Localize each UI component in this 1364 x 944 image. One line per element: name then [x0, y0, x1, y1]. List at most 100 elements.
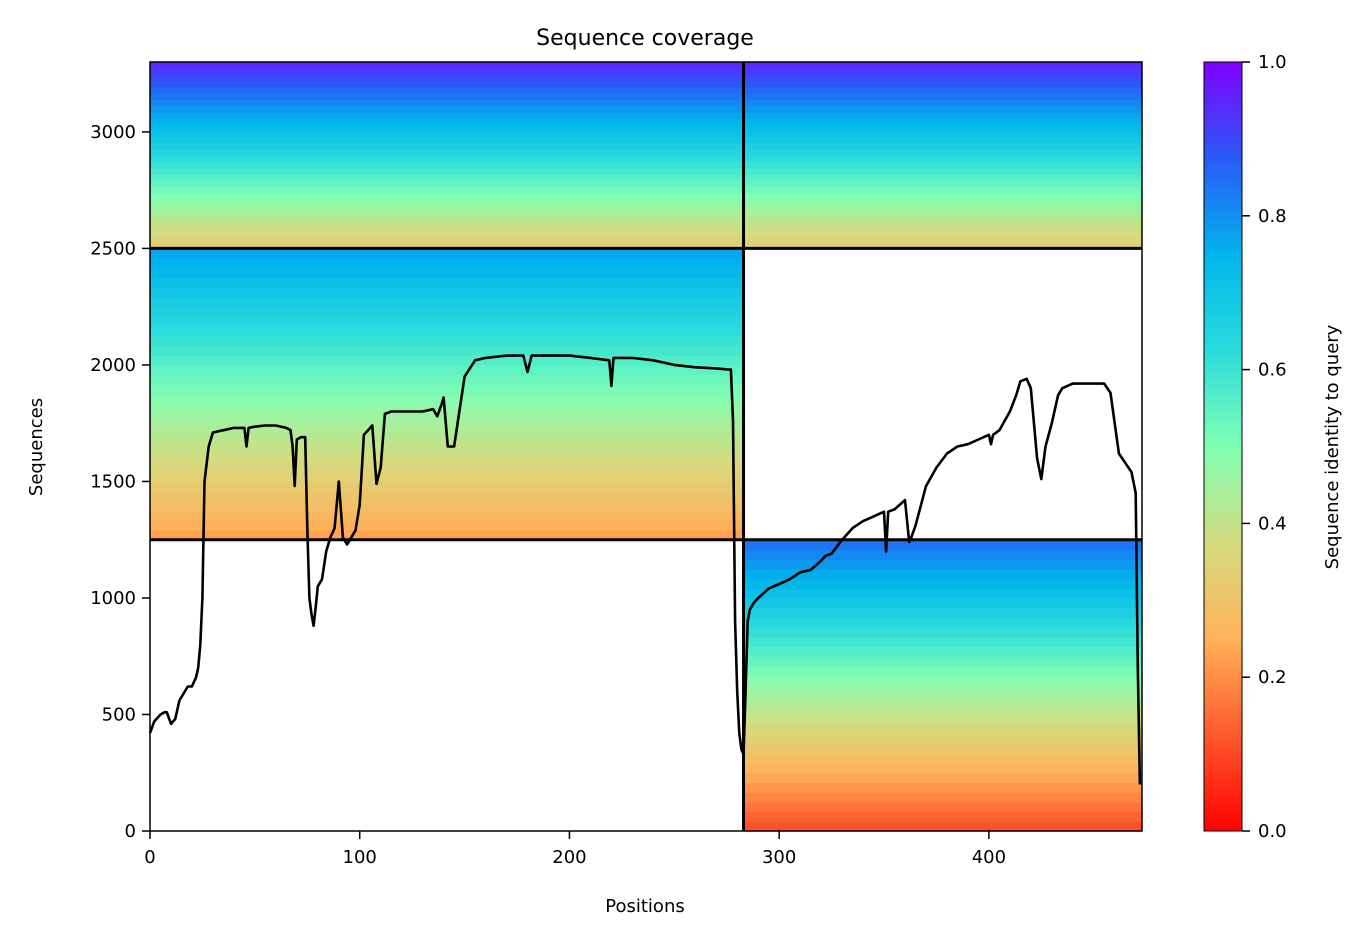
msa-band	[743, 86, 1142, 94]
msa-band	[150, 192, 744, 200]
msa-band	[150, 223, 744, 231]
x-tick-label: 300	[762, 847, 796, 868]
msa-band	[743, 111, 1142, 119]
msa-band	[743, 229, 1142, 237]
msa-band	[150, 335, 744, 347]
msa-band	[150, 248, 744, 259]
msa-band	[150, 93, 744, 100]
msa-band	[150, 413, 744, 424]
msa-band	[743, 782, 1142, 793]
plot-frame	[149, 61, 1143, 832]
msa-band	[150, 520, 744, 531]
msa-band	[150, 326, 744, 337]
msa-block	[150, 62, 744, 250]
msa-band	[150, 124, 744, 131]
y-tick-label: 2000	[90, 355, 136, 376]
msa-band	[743, 124, 1142, 131]
msa-band	[743, 223, 1142, 231]
msa-band	[743, 74, 1142, 82]
msa-band	[743, 130, 1142, 138]
msa-band	[150, 403, 744, 415]
msa-band	[150, 117, 744, 125]
x-tick-label: 0	[144, 847, 155, 868]
msa-band	[743, 155, 1142, 163]
y-tick-label: 2500	[90, 238, 136, 259]
msa-band	[150, 296, 744, 308]
y-tick-label: 3000	[90, 122, 136, 143]
msa-band	[150, 530, 744, 541]
msa-band	[150, 242, 744, 250]
msa-band	[150, 510, 744, 521]
msa-band	[150, 277, 744, 288]
msa-band	[743, 105, 1142, 113]
msa-band	[743, 142, 1142, 150]
msa-band	[150, 167, 744, 175]
msa-band	[743, 62, 1142, 69]
msa-band	[743, 173, 1142, 181]
msa-band	[743, 646, 1142, 657]
msa-band	[150, 229, 744, 237]
msa-band	[743, 597, 1142, 609]
msa-band	[150, 211, 744, 218]
colorbar-gradient	[1203, 61, 1243, 832]
y-tick-label: 1000	[90, 588, 136, 609]
msa-band	[150, 204, 744, 212]
msa-band	[150, 111, 744, 119]
msa-band	[150, 161, 744, 169]
msa-band	[150, 155, 744, 163]
msa-band	[743, 714, 1142, 725]
msa-band	[743, 93, 1142, 100]
colorbar-tick-label: 0.0	[1258, 821, 1287, 842]
msa-band	[743, 811, 1142, 822]
msa-block	[743, 539, 1142, 832]
msa-band	[743, 685, 1142, 696]
msa-band	[743, 204, 1142, 212]
msa-band	[743, 753, 1142, 764]
x-axis: 0 100 200 300 400	[144, 831, 1006, 868]
msa-band	[150, 267, 744, 279]
msa-band	[150, 355, 744, 366]
msa-band	[150, 105, 744, 113]
msa-band	[743, 675, 1142, 686]
msa-band	[150, 384, 744, 395]
msa-band	[150, 442, 744, 453]
msa-band	[150, 186, 744, 194]
chart-title: Sequence coverage	[536, 26, 754, 51]
msa-band	[743, 148, 1142, 156]
msa-band	[150, 316, 744, 327]
colorbar: 0.0 0.2 0.4 0.6 0.8 1.0 Sequence identity to …	[1203, 52, 1343, 842]
msa-band	[743, 665, 1142, 677]
msa-band	[150, 180, 744, 187]
msa-band	[743, 80, 1142, 88]
msa-band	[743, 117, 1142, 125]
msa-band	[743, 578, 1142, 589]
y-tick-label: 0	[125, 821, 136, 842]
msa-block	[743, 62, 1142, 250]
msa-band	[150, 481, 744, 492]
msa-band	[150, 62, 744, 69]
msa-band	[150, 217, 744, 225]
msa-band	[743, 68, 1142, 76]
msa-band	[150, 198, 744, 206]
msa-band	[743, 792, 1142, 803]
msa-band	[150, 258, 744, 269]
colorbar-tick-label: 0.4	[1258, 513, 1287, 534]
msa-band	[150, 306, 744, 317]
colorbar-ticks: 0.0 0.2 0.4 0.6 0.8 1.0	[1242, 52, 1287, 842]
msa-band	[150, 287, 744, 298]
msa-band	[743, 627, 1142, 638]
msa-band	[743, 192, 1142, 200]
msa-band	[743, 198, 1142, 206]
msa-band	[150, 142, 744, 150]
msa-band	[150, 374, 744, 385]
colorbar-tick-label: 0.2	[1258, 667, 1287, 688]
msa-band	[743, 167, 1142, 175]
msa-band	[150, 452, 744, 463]
msa-band	[743, 743, 1142, 754]
msa-block	[150, 248, 744, 541]
msa-band	[743, 559, 1142, 570]
msa-band	[150, 130, 744, 138]
msa-band	[743, 607, 1142, 618]
msa-band	[743, 656, 1142, 667]
